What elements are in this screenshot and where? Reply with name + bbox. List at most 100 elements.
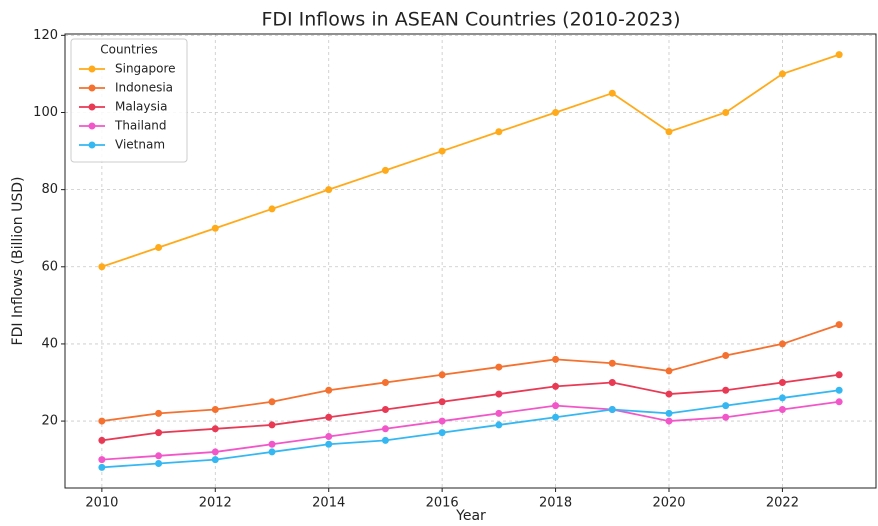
data-point xyxy=(778,394,786,402)
legend-marker xyxy=(88,65,96,73)
data-point xyxy=(155,452,163,460)
data-point xyxy=(155,243,163,251)
series-line xyxy=(101,373,840,442)
data-point xyxy=(438,398,446,406)
data-point xyxy=(268,205,276,213)
data-point xyxy=(98,417,106,425)
data-point xyxy=(268,448,276,456)
data-point xyxy=(155,460,163,468)
data-point xyxy=(381,379,389,387)
y-tick-label: 40 xyxy=(41,336,58,351)
series-line xyxy=(101,400,840,461)
data-point xyxy=(211,456,219,464)
data-point xyxy=(211,425,219,433)
data-point xyxy=(495,409,503,417)
legend-marker xyxy=(88,141,96,149)
legend-label: Thailand xyxy=(114,119,167,133)
x-axis-label: Year xyxy=(455,508,486,524)
data-point xyxy=(778,70,786,78)
data-point xyxy=(98,436,106,444)
data-point xyxy=(381,436,389,444)
data-point xyxy=(665,128,673,136)
y-tick-label: 120 xyxy=(33,28,58,43)
data-point xyxy=(778,406,786,414)
data-point xyxy=(665,367,673,375)
data-point xyxy=(211,224,219,232)
data-point xyxy=(495,421,503,429)
y-tick-label: 20 xyxy=(41,414,58,429)
data-point xyxy=(325,386,333,394)
x-tick-label: 2016 xyxy=(426,496,459,511)
y-tick-label: 60 xyxy=(41,259,58,274)
x-tick-label: 2022 xyxy=(766,496,799,511)
data-point xyxy=(325,440,333,448)
legend-marker xyxy=(88,84,96,92)
data-point xyxy=(608,379,616,387)
plot-frame xyxy=(64,33,877,489)
data-point xyxy=(722,413,730,421)
legend-marker xyxy=(88,103,96,111)
data-point xyxy=(552,413,560,421)
data-point xyxy=(608,406,616,414)
data-point xyxy=(835,398,843,406)
y-axis-label: FDI Inflows (Billion USD) xyxy=(10,177,26,346)
data-point xyxy=(835,371,843,379)
x-tick-label: 2018 xyxy=(539,496,572,511)
data-point xyxy=(268,421,276,429)
data-point xyxy=(211,406,219,414)
x-tick-label: 2020 xyxy=(652,496,685,511)
data-point xyxy=(381,425,389,433)
data-point xyxy=(722,352,730,360)
legend-title: Countries xyxy=(100,43,158,57)
data-point xyxy=(268,440,276,448)
y-tick-label: 80 xyxy=(41,182,58,197)
data-point xyxy=(778,340,786,348)
legend-label: Malaysia xyxy=(115,100,167,114)
legend-label: Vietnam xyxy=(115,138,165,152)
data-point xyxy=(155,409,163,417)
legend-label: Indonesia xyxy=(115,81,173,95)
x-tick-label: 2014 xyxy=(312,496,345,511)
data-point xyxy=(438,147,446,155)
data-point xyxy=(835,386,843,394)
data-point xyxy=(381,166,389,174)
data-point xyxy=(552,382,560,390)
legend-marker xyxy=(88,122,96,130)
x-tick-label: 2012 xyxy=(199,496,232,511)
data-point xyxy=(495,363,503,371)
data-point xyxy=(268,398,276,406)
data-point xyxy=(325,186,333,194)
data-point xyxy=(155,429,163,437)
data-point xyxy=(835,321,843,329)
data-point xyxy=(98,263,106,271)
data-point xyxy=(325,433,333,441)
x-tick-label: 2010 xyxy=(85,496,118,511)
legend-label: Singapore xyxy=(115,62,176,76)
y-tick-label: 100 xyxy=(33,105,58,120)
data-point xyxy=(438,417,446,425)
series-line xyxy=(101,53,840,268)
data-point xyxy=(665,417,673,425)
data-point xyxy=(665,390,673,398)
data-point xyxy=(608,89,616,97)
chart-title: FDI Inflows in ASEAN Countries (2010-202… xyxy=(261,9,680,31)
data-point xyxy=(98,456,106,464)
data-point xyxy=(381,406,389,414)
data-point xyxy=(98,463,106,471)
data-point xyxy=(438,429,446,437)
data-point xyxy=(552,402,560,410)
data-point xyxy=(722,402,730,410)
data-point xyxy=(495,128,503,136)
data-point xyxy=(211,448,219,456)
data-point xyxy=(722,108,730,116)
data-point xyxy=(552,355,560,363)
data-point xyxy=(835,51,843,59)
data-point xyxy=(665,409,673,417)
data-point xyxy=(778,379,786,387)
series-line xyxy=(101,389,840,469)
data-point xyxy=(495,390,503,398)
data-point xyxy=(438,371,446,379)
series-line xyxy=(101,323,840,422)
data-point xyxy=(608,359,616,367)
